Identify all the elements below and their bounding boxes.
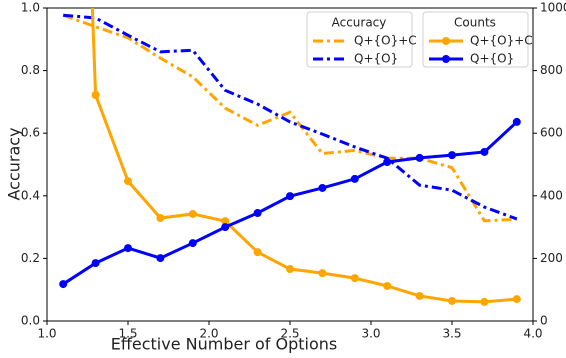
point: [480, 147, 489, 156]
legend-box: [306, 11, 413, 68]
legend-marker: [442, 55, 450, 63]
x-axis-label: Effective Number of Options: [111, 335, 338, 354]
point: [59, 280, 68, 289]
point: [156, 254, 165, 263]
point: [253, 248, 262, 257]
plot-area: [59, 8, 521, 306]
series-line: [63, 13, 518, 221]
point: [91, 259, 100, 268]
x-tick-label: 3.5: [442, 327, 461, 341]
point: [318, 183, 327, 192]
point: [480, 297, 489, 306]
y2-tick-label: 0: [540, 314, 548, 328]
point: [286, 192, 294, 201]
point: [512, 295, 521, 304]
point: [318, 269, 327, 278]
legend-label: Q+{O}+C: [354, 34, 417, 48]
y2-tick-label: 600: [540, 126, 563, 140]
x-tick-label: 3.0: [361, 327, 380, 341]
legend-label: Q+{O}: [354, 52, 398, 66]
point: [124, 244, 132, 253]
y-tick-label: 1.0: [21, 1, 40, 15]
y-tick-label: 0.8: [21, 63, 40, 77]
series-line: [62, 13, 517, 223]
y-tick-label: 0.0: [21, 314, 40, 328]
point: [156, 214, 165, 223]
point: [415, 153, 424, 162]
point: [350, 174, 359, 183]
y2-tick-label: 200: [540, 251, 563, 265]
x-tick-label: 1.5: [118, 327, 137, 341]
x-tick-label: 1.0: [37, 327, 56, 341]
point: [124, 177, 132, 186]
legend-label: Q+{O}+C: [470, 34, 533, 48]
point: [91, 91, 100, 100]
legend-title: Counts: [454, 16, 496, 30]
point: [383, 281, 392, 290]
y2-tick-label: 400: [540, 188, 563, 202]
legend-marker: [442, 37, 450, 45]
y2-tick-label: 800: [540, 63, 563, 77]
series-line: [62, 120, 518, 286]
legend-label: Q+{O}: [470, 52, 514, 66]
y2-tick-label: 1000: [540, 1, 566, 15]
legend-title: Accuracy: [332, 16, 387, 30]
y-axis-label: Accuracy: [5, 127, 24, 200]
x-tick-label: 2.0: [199, 327, 218, 341]
point: [188, 239, 197, 248]
point: [286, 265, 294, 274]
point: [188, 209, 197, 218]
point: [221, 223, 230, 232]
x-tick-label: 2.5: [280, 327, 299, 341]
point: [383, 157, 392, 166]
y-tick-label: 0.6: [21, 126, 40, 140]
point: [448, 296, 456, 305]
legend-box: [422, 11, 529, 68]
y-tick-label: 0.4: [21, 188, 40, 202]
x-tick-label: 4.0: [523, 327, 542, 341]
point: [253, 209, 262, 218]
y-tick-label: 0.2: [21, 251, 40, 265]
point: [415, 291, 424, 300]
point: [448, 151, 456, 160]
point: [221, 217, 230, 226]
point: [350, 274, 359, 283]
point: [512, 117, 521, 126]
